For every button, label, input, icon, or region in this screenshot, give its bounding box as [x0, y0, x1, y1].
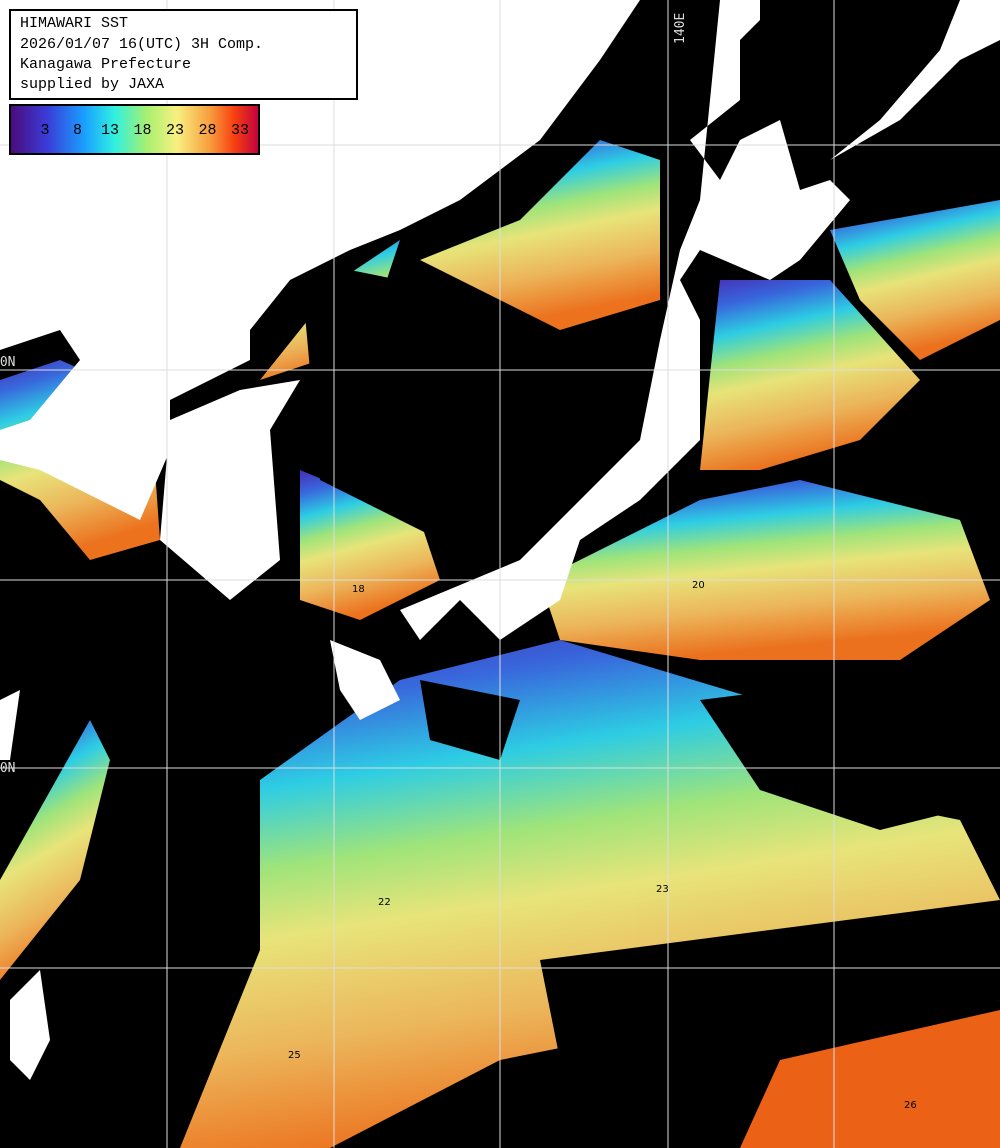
header-line: Kanagawa Prefecture — [20, 56, 191, 73]
colorbar-label: 8 — [73, 122, 82, 139]
lat-label: 40N — [0, 355, 15, 370]
contour-label: 25 — [288, 1050, 301, 1061]
colorbar-label: 23 — [166, 122, 184, 139]
header-line: HIMAWARI SST — [20, 15, 128, 32]
header: HIMAWARI SST 2026/01/07 16(UTC) 3H Comp.… — [9, 9, 358, 100]
colorbar: 3 8 13 18 23 28 33 — [9, 104, 260, 155]
colorbar-label: 18 — [133, 122, 151, 139]
contour-label: 23 — [656, 884, 669, 895]
colorbar-label: 13 — [101, 122, 119, 139]
cloud-mask — [300, 260, 1000, 1060]
colorbar-label: 33 — [231, 122, 249, 139]
header-line: supplied by JAXA — [20, 76, 164, 93]
header-line: 2026/01/07 16(UTC) 3H Comp. — [20, 36, 263, 53]
lat-label: 30N — [0, 761, 15, 776]
contour-label: 22 — [378, 897, 391, 908]
contour-labels: 18 20 22 23 22 25 26 22 — [288, 580, 981, 1111]
contour-label: 20 — [692, 580, 705, 591]
colorbar-label: 3 — [40, 122, 49, 139]
contour-label: 22 — [968, 904, 981, 915]
colorbar-label: 28 — [198, 122, 216, 139]
contour-label: 22 — [842, 1028, 855, 1039]
contour-label: 18 — [352, 584, 365, 595]
contour-label: 26 — [904, 1100, 917, 1111]
lon-label: 140E — [673, 13, 688, 44]
